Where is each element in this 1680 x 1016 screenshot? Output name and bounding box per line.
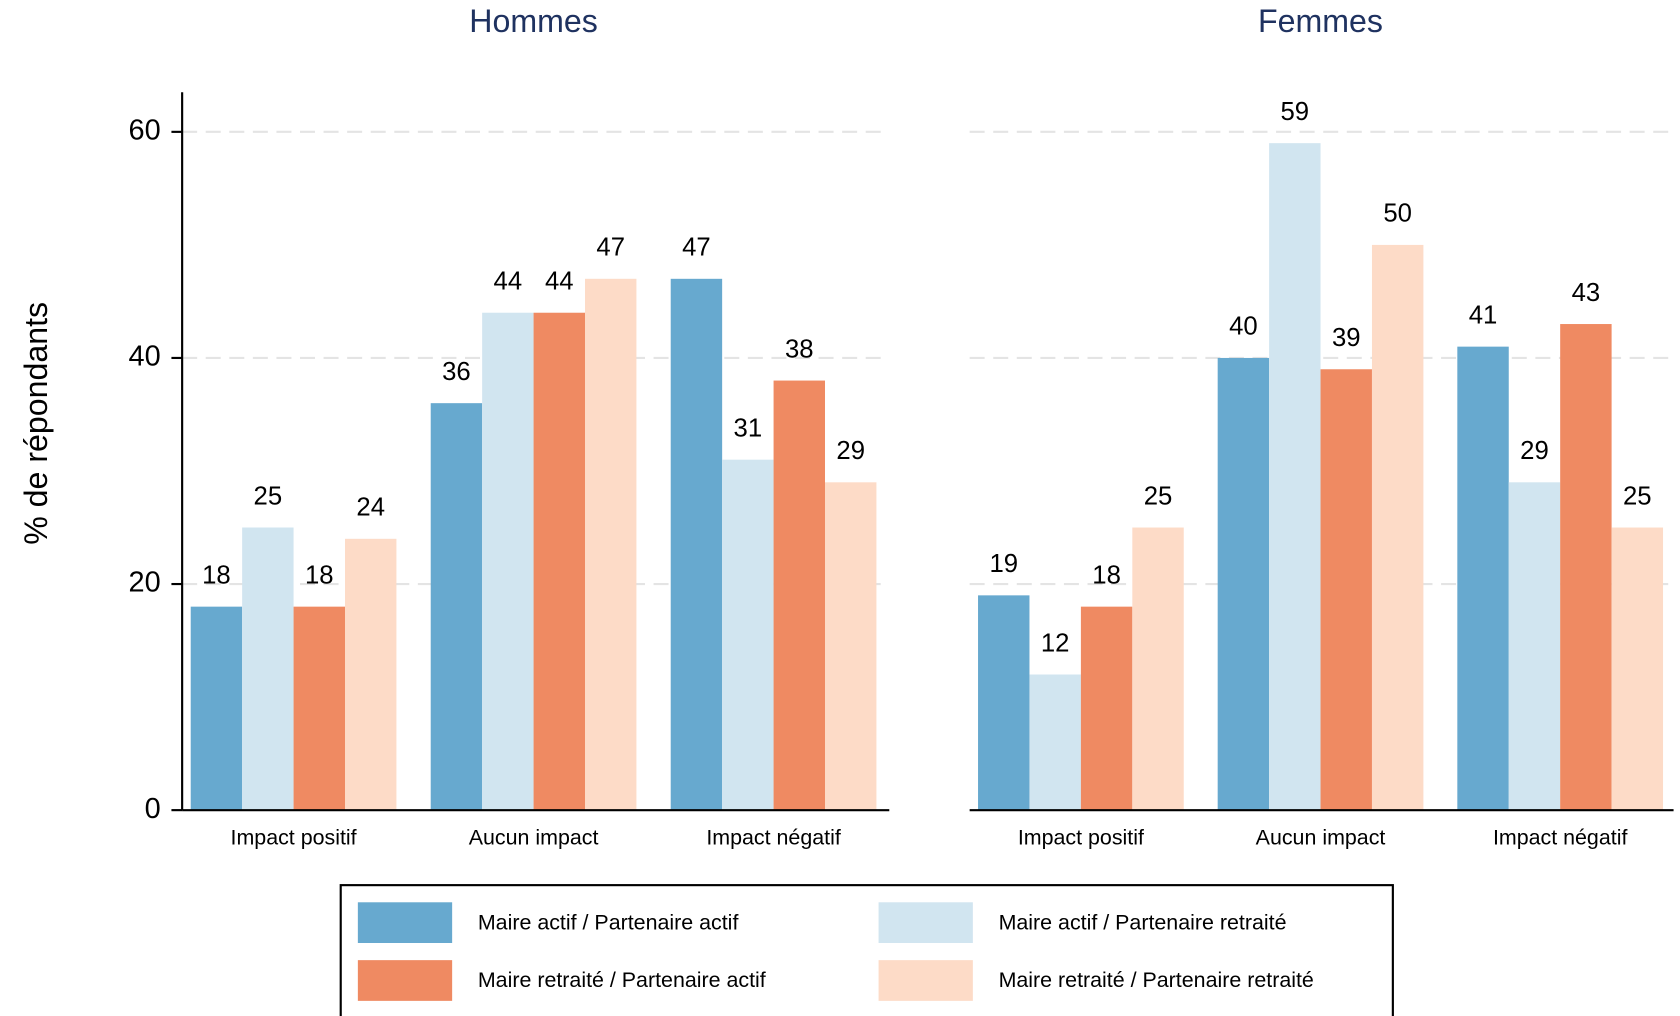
legend-swatch (878, 902, 973, 943)
y-tick-label: 20 (129, 567, 161, 599)
x-tick-label: Impact négatif (1493, 826, 1628, 850)
chart-title: Femmes (1258, 3, 1383, 39)
chart-title: Hommes (469, 3, 598, 39)
y-tick-label: 40 (129, 341, 161, 373)
bar (670, 278, 723, 811)
value-label: 25 (1144, 482, 1173, 510)
value-label: 38 (785, 335, 814, 363)
value-label: 31 (734, 414, 763, 442)
legend-label: Maire retraité / Partenaire retraité (999, 968, 1314, 992)
legend-label: Maire actif / Partenaire retraité (999, 910, 1287, 934)
value-label: 29 (1520, 437, 1549, 465)
legend (339, 884, 1394, 1016)
bar (190, 606, 243, 811)
value-label: 18 (305, 561, 334, 589)
bar (1132, 527, 1184, 811)
bar (345, 538, 397, 811)
legend-swatch (357, 902, 453, 943)
legend-label: Maire retraité / Partenaire actif (478, 968, 766, 992)
value-label: 19 (989, 550, 1018, 578)
value-label: 47 (596, 234, 625, 262)
value-label: 12 (1041, 629, 1070, 657)
value-label: 18 (1092, 561, 1121, 589)
bar (1560, 324, 1612, 811)
y-tick-label: 0 (145, 793, 161, 825)
bar (1320, 369, 1372, 811)
value-label: 24 (356, 494, 385, 522)
bar (482, 312, 534, 811)
bar (1080, 606, 1133, 811)
bar (1611, 527, 1664, 811)
bar (1371, 244, 1424, 811)
bar (293, 606, 345, 811)
value-label: 39 (1332, 324, 1361, 352)
bar (1269, 143, 1321, 811)
value-label: 36 (442, 358, 471, 386)
value-label: 29 (836, 437, 865, 465)
bar (585, 278, 637, 811)
value-label: 40 (1229, 313, 1258, 341)
x-tick-label: Aucun impact (469, 826, 599, 850)
value-label: 44 (545, 268, 574, 296)
bar (430, 403, 483, 811)
value-label: 59 (1281, 98, 1310, 126)
value-label: 18 (202, 561, 231, 589)
bar (773, 380, 825, 811)
bar (722, 459, 774, 811)
value-label: 43 (1572, 279, 1601, 307)
bar (242, 527, 294, 811)
bar (978, 595, 1030, 811)
value-label: 47 (682, 234, 711, 262)
legend-swatch (357, 960, 453, 1001)
x-tick-label: Aucun impact (1256, 826, 1386, 850)
value-label: 50 (1383, 200, 1412, 228)
value-label: 25 (1623, 482, 1652, 510)
bar (1508, 482, 1561, 811)
x-tick-label: Impact positif (231, 826, 357, 850)
y-tick-label: 60 (129, 114, 161, 146)
value-label: 44 (494, 268, 523, 296)
value-label: 25 (254, 482, 283, 510)
legend-swatch (878, 960, 973, 1001)
x-tick-label: Impact négatif (706, 826, 841, 850)
bar (1457, 346, 1509, 811)
bar (825, 482, 877, 811)
value-label: 41 (1469, 301, 1498, 329)
x-tick-label: Impact positif (1018, 826, 1144, 850)
bar (1029, 674, 1081, 811)
bar (1217, 357, 1270, 811)
legend-label: Maire actif / Partenaire actif (478, 910, 739, 934)
y-axis-label: % de répondants (18, 302, 54, 545)
bar (533, 312, 585, 811)
